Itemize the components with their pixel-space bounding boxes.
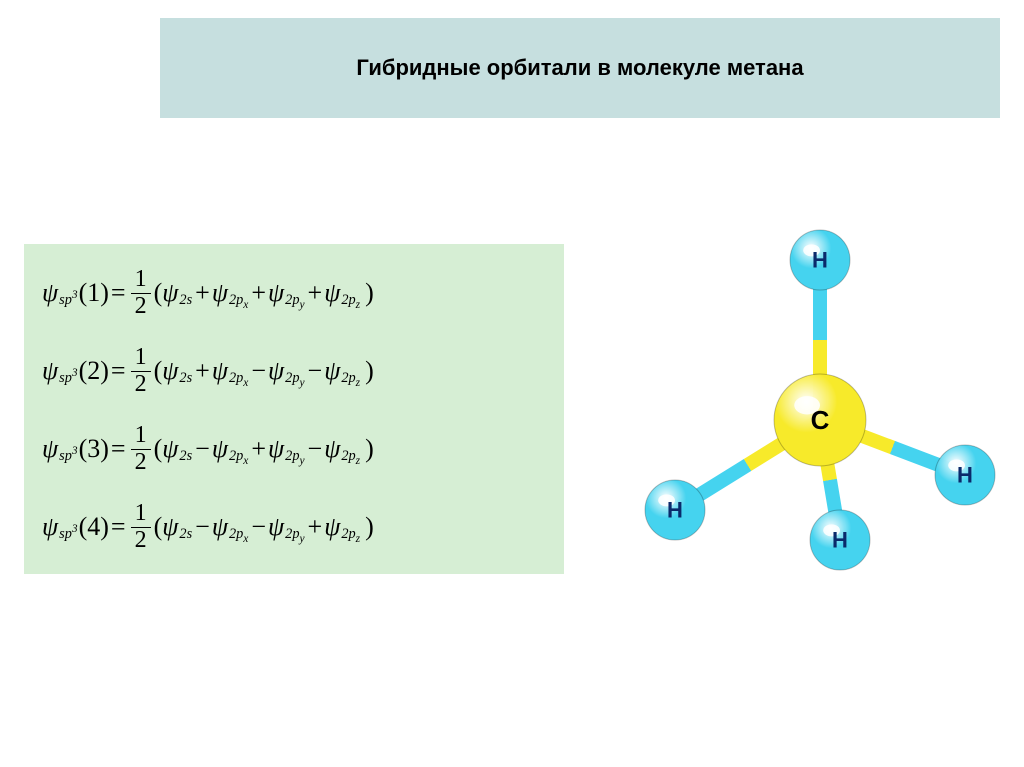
equation-row: ψsp3(3)=12(ψ2s−ψ2px+ψ2py−ψ2pz) bbox=[42, 410, 552, 488]
hydrogen-atom-label: H bbox=[667, 498, 683, 523]
equation-row: ψsp3(4)=12(ψ2s−ψ2px−ψ2py+ψ2pz) bbox=[42, 488, 552, 566]
title-bar: Гибридные орбитали в молекуле метана bbox=[160, 18, 1000, 118]
formula-panel: ψsp3(1)=12(ψ2s+ψ2px+ψ2py+ψ2pz)ψsp3(2)=12… bbox=[24, 244, 564, 574]
methane-molecule: C H H H H bbox=[620, 210, 1000, 610]
carbon-atom-label: C bbox=[811, 405, 830, 435]
page-title: Гибридные орбитали в молекуле метана bbox=[356, 55, 803, 81]
equation-row: ψsp3(1)=12(ψ2s+ψ2px+ψ2py+ψ2pz) bbox=[42, 254, 552, 332]
equation-row: ψsp3(2)=12(ψ2s+ψ2px−ψ2py−ψ2pz) bbox=[42, 332, 552, 410]
hydrogen-atom-label: H bbox=[957, 463, 973, 488]
hydrogen-atom-label: H bbox=[832, 528, 848, 553]
hydrogen-atom-label: H bbox=[812, 248, 828, 273]
